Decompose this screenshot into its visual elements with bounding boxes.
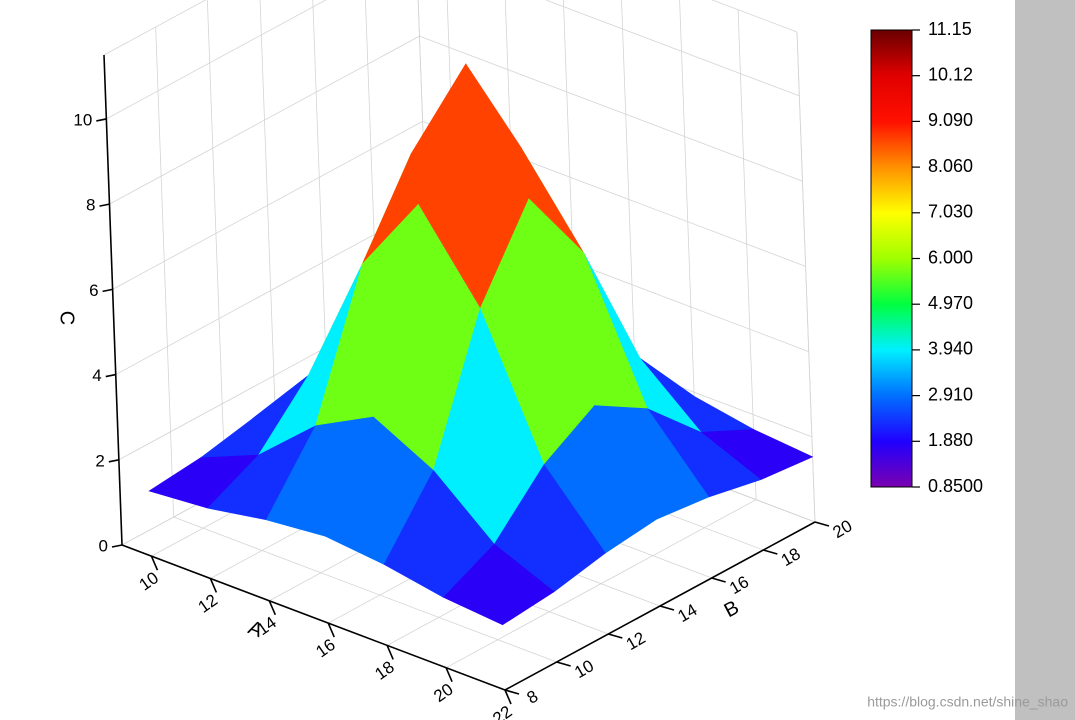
z-tick-label: 6 xyxy=(89,281,98,300)
grid-line xyxy=(109,35,420,205)
x-tick-label: 20 xyxy=(430,680,456,706)
z-tick-label: 10 xyxy=(73,110,92,129)
x-tick xyxy=(209,578,218,593)
colorbar xyxy=(870,29,913,488)
z-axis xyxy=(103,54,123,546)
colorbar-tick-label: 1.880 xyxy=(928,430,973,450)
colorbar-tick-label: 2.910 xyxy=(928,384,973,404)
grid-line xyxy=(737,9,757,500)
grid-line xyxy=(173,516,557,663)
colorbar-tick-label: 11.15 xyxy=(928,19,972,39)
y-tick-label: 16 xyxy=(726,572,752,598)
x-tick xyxy=(386,645,394,660)
y-tick xyxy=(659,605,675,611)
grid-line xyxy=(544,0,800,97)
grid-line xyxy=(259,0,278,462)
colorbar-tick-label: 9.090 xyxy=(928,110,973,130)
y-tick xyxy=(711,577,726,583)
z-tick xyxy=(99,203,110,207)
y-tick-label: 18 xyxy=(778,544,804,570)
z-tick xyxy=(105,373,116,378)
y-tick-label: 20 xyxy=(830,516,856,542)
colorbar-tick-label: 7.030 xyxy=(928,202,973,222)
x-tick xyxy=(150,555,159,571)
y-tick xyxy=(556,661,571,667)
x-tick xyxy=(445,667,453,683)
wall-edge xyxy=(103,0,207,56)
grid-line xyxy=(112,120,423,290)
x-tick-label: 10 xyxy=(136,568,162,594)
colorbar-tick-label: 8.060 xyxy=(928,156,973,176)
x-tick-label: 12 xyxy=(195,590,221,616)
z-tick-label: 2 xyxy=(95,451,104,470)
z-tick xyxy=(102,288,113,293)
grid-line xyxy=(419,35,803,182)
watermark: https://blog.csdn.net/shine_shao xyxy=(867,694,1068,710)
y-tick-label: 12 xyxy=(623,628,649,654)
grid-line xyxy=(115,206,426,375)
z-tick-label: 4 xyxy=(92,366,101,385)
colorbar-tick-label: 3.940 xyxy=(928,339,973,359)
surface-cell xyxy=(442,543,555,626)
grid-line xyxy=(106,0,327,120)
colorbar-tick-label: 6.000 xyxy=(928,247,973,267)
x-tick xyxy=(327,622,335,638)
colorbar-tick-label: 0.8500 xyxy=(928,476,983,496)
z-tick xyxy=(96,118,107,122)
grid-line xyxy=(679,0,698,478)
grid-line xyxy=(155,26,175,518)
z-tick-label: 8 xyxy=(86,196,95,215)
z-tick xyxy=(108,458,120,463)
x-tick-label: 18 xyxy=(371,657,397,683)
y-tick-label: 8 xyxy=(524,687,542,708)
z-axis-label: C xyxy=(56,311,78,325)
side-strip xyxy=(1015,0,1075,720)
x-axis xyxy=(121,544,506,691)
colorbar-tick-label: 10.12 xyxy=(928,64,973,84)
colorbar-tick-label: 4.970 xyxy=(928,293,973,313)
y-tick xyxy=(504,689,520,695)
y-tick-label: 10 xyxy=(571,656,597,682)
wall-edge xyxy=(796,31,816,523)
z-tick-label: 0 xyxy=(99,536,108,555)
x-tick xyxy=(268,600,277,616)
y-tick xyxy=(763,549,778,555)
y-tick xyxy=(814,521,830,527)
y-tick-label: 14 xyxy=(675,600,701,626)
x-tick-label: 22 xyxy=(489,702,515,720)
z-tick xyxy=(111,544,123,548)
x-tick xyxy=(504,689,512,705)
grid-line xyxy=(206,0,226,490)
y-tick xyxy=(608,633,623,639)
surface xyxy=(148,63,814,626)
y-axis-label: B xyxy=(721,597,743,623)
wall-edge xyxy=(711,0,798,33)
x-tick-label: 16 xyxy=(312,635,338,661)
